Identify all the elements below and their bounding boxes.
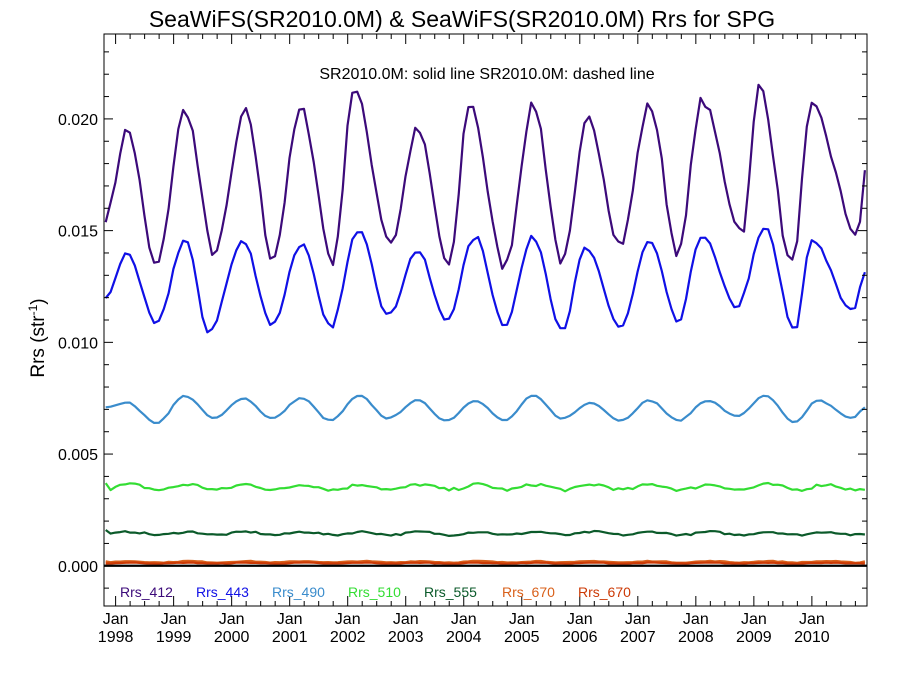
x-tick-year: 2008 — [678, 629, 714, 646]
chart-annotation: SR2010.0M: solid line SR2010.0M: dashed … — [319, 66, 654, 83]
x-tick-year: 2009 — [736, 629, 772, 646]
axes-layer: 0.0000.0050.0100.0150.020Jan1998Jan1999J… — [58, 33, 868, 646]
x-tick-month: Jan — [161, 611, 187, 628]
x-tick-year: 2010 — [794, 629, 830, 646]
series-line-rrs-412-0 — [104, 83, 866, 270]
y-tick-label: 0.020 — [58, 112, 98, 129]
y-axis-label: Rrs (str-1) — [26, 298, 49, 377]
x-tick-month: Jan — [335, 611, 361, 628]
y-tick-label: 0.010 — [58, 335, 98, 352]
x-tick-year: 2007 — [620, 629, 656, 646]
legend-label: Rrs_510 — [348, 584, 401, 600]
legend-label: Rrs_555 — [424, 584, 477, 600]
y-axis-label-sup: -1 — [26, 304, 40, 315]
series-layer — [104, 83, 866, 565]
x-tick-month: Jan — [393, 611, 419, 628]
x-tick-year: 2003 — [388, 629, 424, 646]
series-line-rrs-443-1 — [104, 227, 866, 334]
x-tick-year: 2005 — [504, 629, 540, 646]
legend-label: Rrs_412 — [120, 584, 173, 600]
x-tick-year: 2000 — [214, 629, 250, 646]
x-tick-month: Jan — [567, 611, 593, 628]
x-tick-month: Jan — [625, 611, 651, 628]
x-tick-month: Jan — [683, 611, 709, 628]
x-tick-month: Jan — [451, 611, 477, 628]
series-line-rrs-510-3 — [104, 481, 866, 493]
series-line-rrs-670-6 — [105, 561, 865, 565]
y-axis-label-main: Rrs (str — [28, 315, 49, 378]
x-tick-year: 1999 — [156, 629, 192, 646]
x-tick-year: 2004 — [446, 629, 482, 646]
chart-title: SeaWiFS(SR2010.0M) & SeaWiFS(SR2010.0M) … — [149, 6, 775, 32]
plot-frame — [103, 33, 868, 607]
x-tick-month: Jan — [103, 611, 129, 628]
x-tick-year: 2006 — [562, 629, 598, 646]
legend-label: Rrs_670 — [502, 584, 555, 600]
x-tick-month: Jan — [219, 611, 245, 628]
x-tick-month: Jan — [277, 611, 303, 628]
x-tick-month: Jan — [799, 611, 825, 628]
x-tick-month: Jan — [509, 611, 535, 628]
y-tick-label: 0.005 — [58, 447, 98, 464]
series-line-rrs-555-4 — [105, 529, 866, 537]
y-axis-label-close: ) — [28, 298, 49, 304]
legend-label: Rrs_490 — [272, 584, 325, 600]
legend-label: Rrs_670 — [578, 584, 631, 600]
series-line-rrs-490-2 — [105, 394, 866, 424]
legend: Rrs_412 Rrs_443 Rrs_490 Rrs_510 Rrs_555 Rrs_6… — [120, 584, 631, 600]
y-tick-label: 0.015 — [58, 224, 98, 241]
x-tick-year: 1998 — [98, 629, 134, 646]
x-tick-year: 2002 — [330, 629, 366, 646]
x-tick-month: Jan — [741, 611, 767, 628]
y-tick-label: 0.000 — [58, 559, 98, 576]
legend-label: Rrs_443 — [196, 584, 249, 600]
x-tick-year: 2001 — [272, 629, 308, 646]
